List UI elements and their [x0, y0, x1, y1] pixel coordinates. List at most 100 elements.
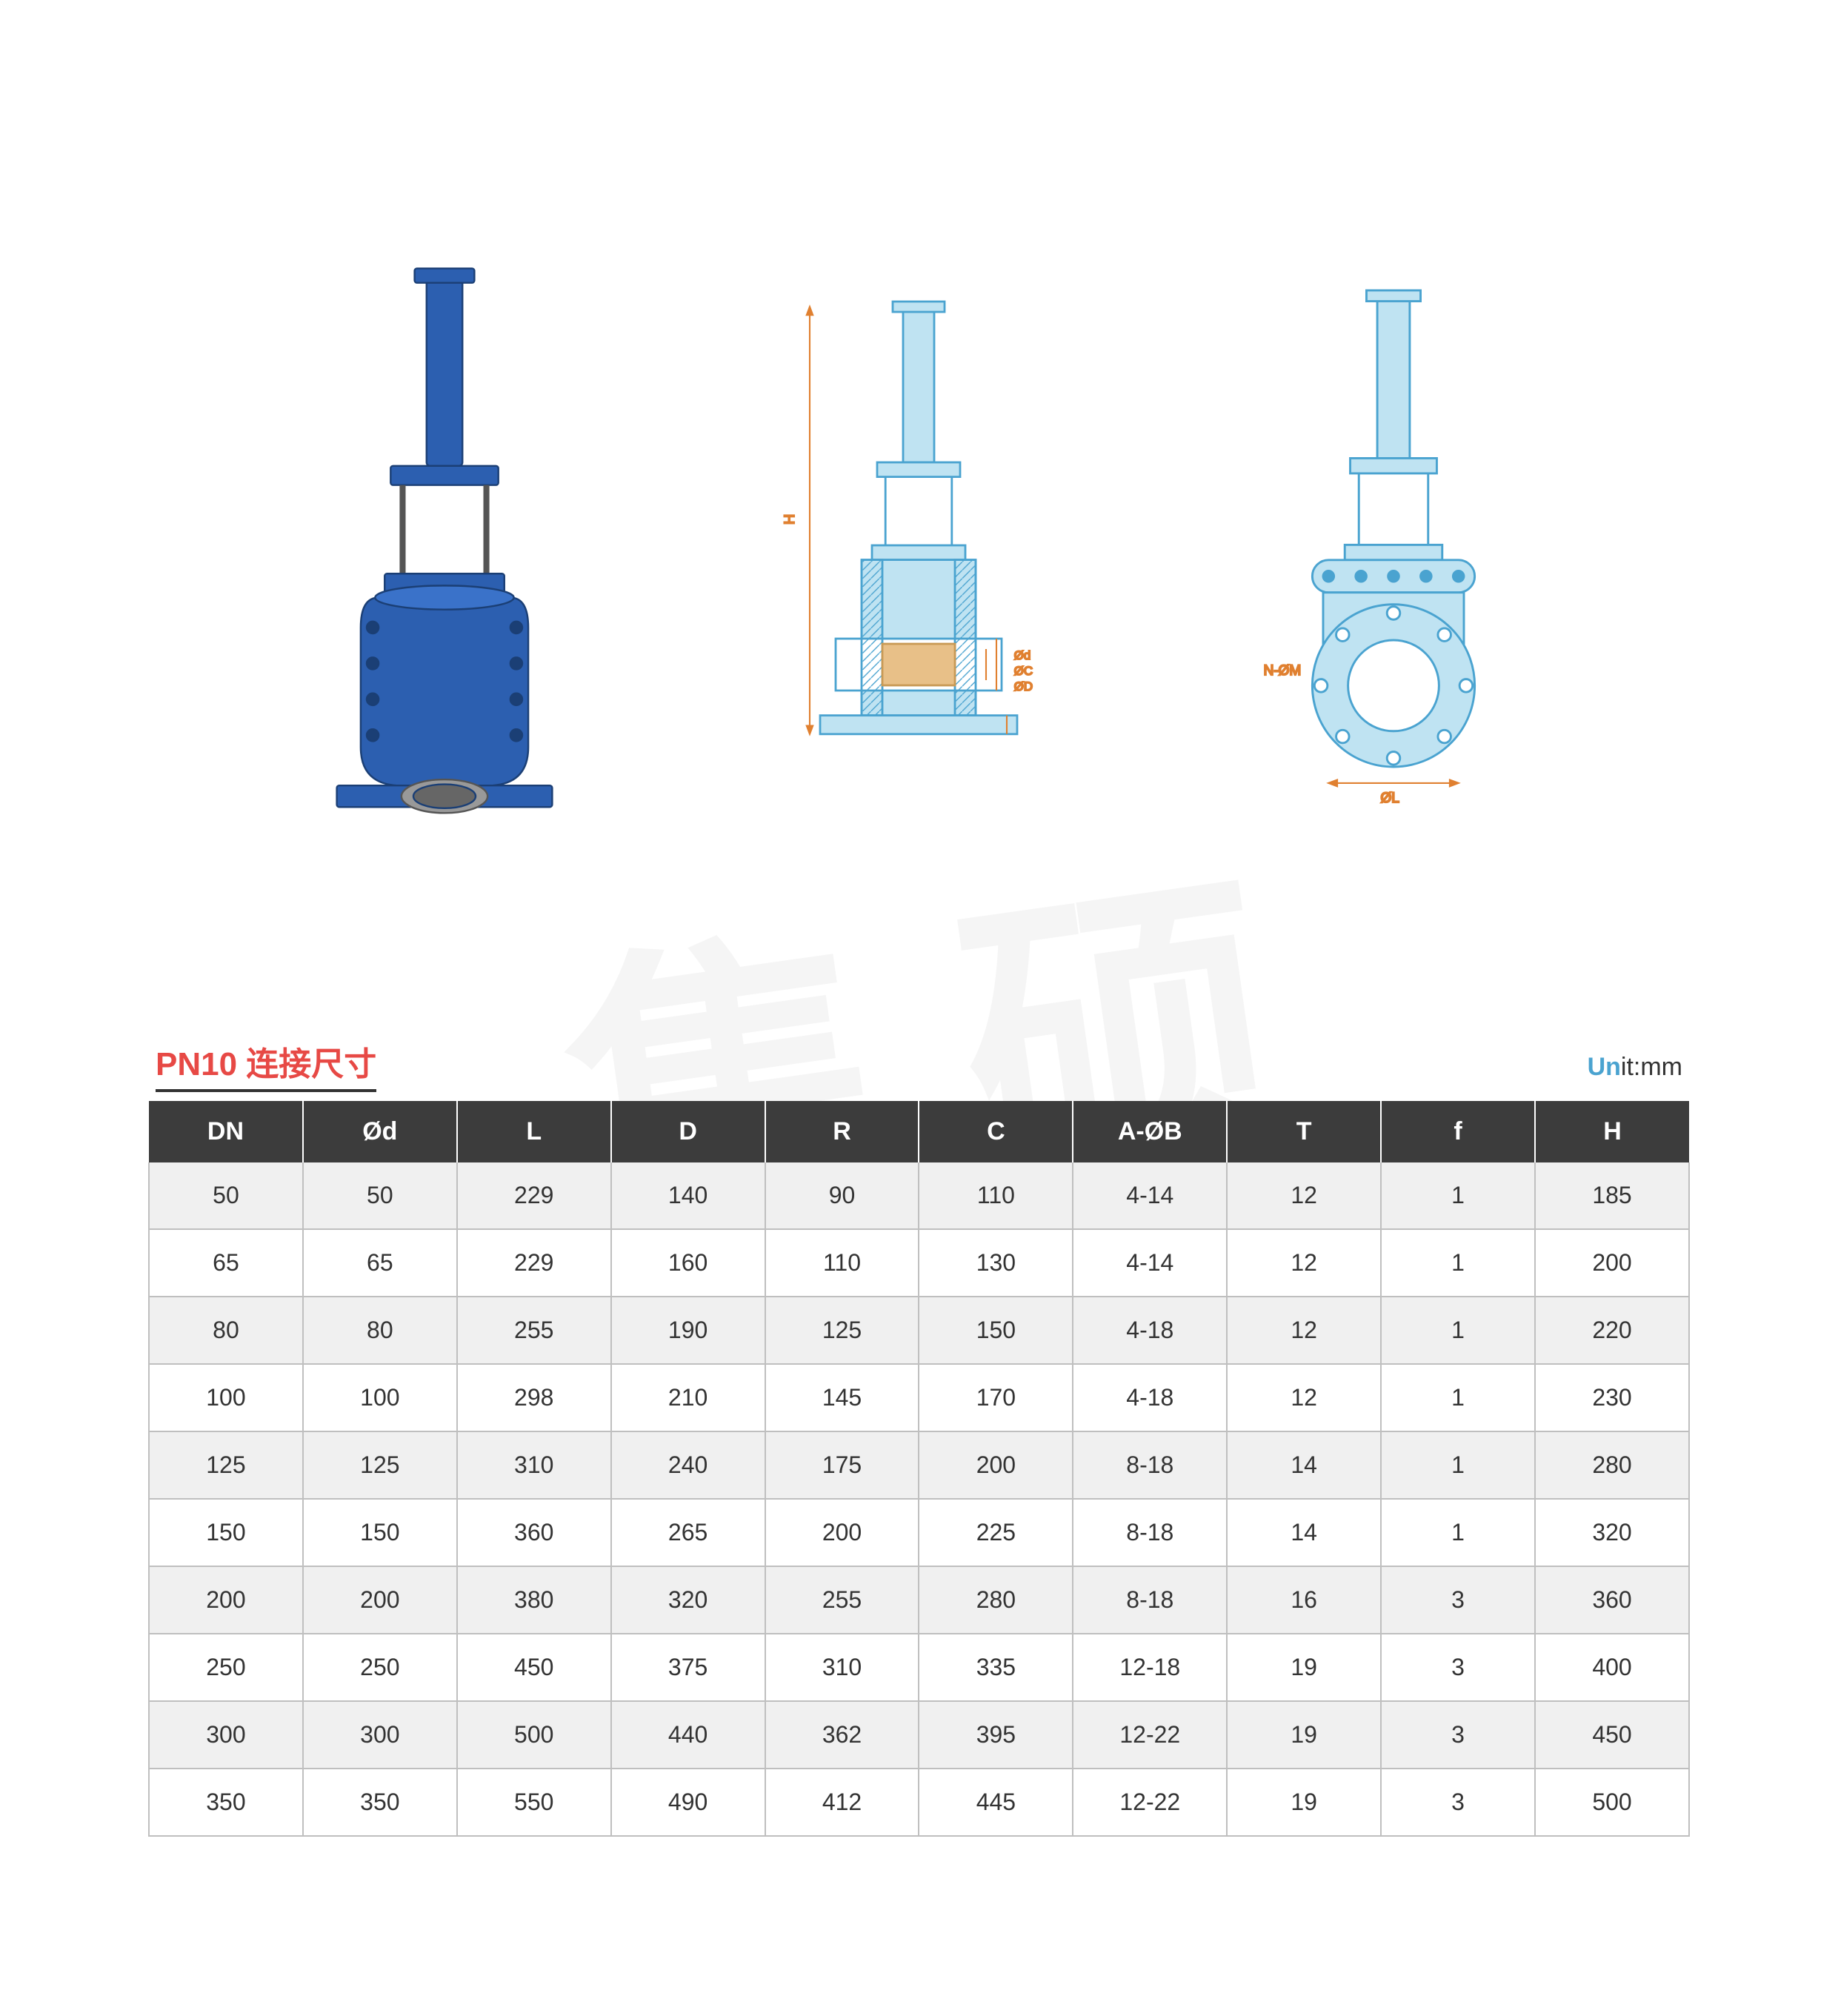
table-cell: 65: [149, 1229, 303, 1297]
table-cell: 310: [765, 1634, 919, 1701]
table-cell: 255: [765, 1566, 919, 1634]
table-row: 65652291601101304-14121200: [149, 1229, 1689, 1297]
unit-label: Unit:mm: [1588, 1053, 1682, 1082]
table-cell: 150: [149, 1499, 303, 1566]
table-row: 1001002982101451704-18121230: [149, 1364, 1689, 1431]
table-cell: 3: [1381, 1701, 1535, 1769]
table-cell: 12: [1227, 1162, 1381, 1229]
table-cell: 300: [149, 1701, 303, 1769]
table-cell: 100: [149, 1364, 303, 1431]
table-cell: 19: [1227, 1634, 1381, 1701]
table-cell: 1: [1381, 1499, 1535, 1566]
table-cell: 200: [919, 1431, 1073, 1499]
table-row: 1251253102401752008-18141280: [149, 1431, 1689, 1499]
table-cell: 1: [1381, 1431, 1535, 1499]
table-cell: 255: [457, 1297, 611, 1364]
table-cell: 4-14: [1073, 1162, 1227, 1229]
table-cell: 3: [1381, 1769, 1535, 1836]
table-cell: 500: [457, 1701, 611, 1769]
table-cell: 12-18: [1073, 1634, 1227, 1701]
table-col-header: A-ØB: [1073, 1101, 1227, 1162]
table-cell: 3: [1381, 1566, 1535, 1634]
dimensions-table: DNØdLDRCA-ØBTfH 5050229140901104-1412118…: [148, 1101, 1690, 1837]
table-cell: 12-22: [1073, 1769, 1227, 1836]
table-cell: 200: [765, 1499, 919, 1566]
table-cell: 8-18: [1073, 1566, 1227, 1634]
table-cell: 200: [149, 1566, 303, 1634]
table-cell: 229: [457, 1229, 611, 1297]
table-col-header: L: [457, 1101, 611, 1162]
svg-text:ØL: ØL: [1380, 791, 1399, 806]
table-cell: 14: [1227, 1431, 1381, 1499]
valve-side-view-drawing: N-ØM ØL: [1208, 222, 1579, 889]
table-cell: 240: [611, 1431, 765, 1499]
table-cell: 220: [1535, 1297, 1689, 1364]
table-cell: 19: [1227, 1769, 1381, 1836]
table-cell: 310: [457, 1431, 611, 1499]
table-cell: 12: [1227, 1364, 1381, 1431]
table-col-header: Ød: [303, 1101, 457, 1162]
table-cell: 412: [765, 1769, 919, 1836]
table-cell: 395: [919, 1701, 1073, 1769]
table-heading-row: PN10 连接尺寸 Unit:mm: [148, 1037, 1690, 1092]
table-cell: 200: [1535, 1229, 1689, 1297]
table-cell: 50: [149, 1162, 303, 1229]
table-row: 35035055049041244512-22193500: [149, 1769, 1689, 1836]
table-cell: 1: [1381, 1229, 1535, 1297]
table-cell: 362: [765, 1701, 919, 1769]
table-cell: 1: [1381, 1162, 1535, 1229]
svg-text:Ød: Ød: [1014, 648, 1030, 662]
table-cell: 265: [611, 1499, 765, 1566]
table-cell: 230: [1535, 1364, 1689, 1431]
table-col-header: C: [919, 1101, 1073, 1162]
table-col-header: T: [1227, 1101, 1381, 1162]
table-cell: 12-22: [1073, 1701, 1227, 1769]
svg-text:ØC: ØC: [1014, 664, 1033, 678]
table-cell: 229: [457, 1162, 611, 1229]
table-cell: 170: [919, 1364, 1073, 1431]
table-cell: 12: [1227, 1229, 1381, 1297]
table-cell: 160: [611, 1229, 765, 1297]
table-cell: 65: [303, 1229, 457, 1297]
unit-prefix: Un: [1588, 1053, 1621, 1081]
table-cell: 8-18: [1073, 1499, 1227, 1566]
table-cell: 125: [765, 1297, 919, 1364]
table-cell: 300: [303, 1701, 457, 1769]
diagram-row: H Ød ØC ØD: [148, 74, 1690, 889]
table-cell: 440: [611, 1701, 765, 1769]
table-row: 1501503602652002258-18141320: [149, 1499, 1689, 1566]
table-cell: 350: [149, 1769, 303, 1836]
table-cell: 200: [303, 1566, 457, 1634]
table-row: 30030050044036239512-22193450: [149, 1701, 1689, 1769]
svg-text:ØD: ØD: [1014, 679, 1033, 693]
table-cell: 4-14: [1073, 1229, 1227, 1297]
table-cell: 250: [149, 1634, 303, 1701]
table-cell: 140: [611, 1162, 765, 1229]
table-col-header: R: [765, 1101, 919, 1162]
table-cell: 150: [303, 1499, 457, 1566]
table-cell: 110: [765, 1229, 919, 1297]
table-cell: 12: [1227, 1297, 1381, 1364]
table-body: 5050229140901104-14121185656522916011013…: [149, 1162, 1689, 1836]
table-row: 5050229140901104-14121185: [149, 1162, 1689, 1229]
table-cell: 4-18: [1073, 1364, 1227, 1431]
table-cell: 185: [1535, 1162, 1689, 1229]
table-cell: 19: [1227, 1701, 1381, 1769]
table-cell: 335: [919, 1634, 1073, 1701]
table-cell: 380: [457, 1566, 611, 1634]
table-cell: 4-18: [1073, 1297, 1227, 1364]
table-cell: 80: [303, 1297, 457, 1364]
table-row: 80802551901251504-18121220: [149, 1297, 1689, 1364]
table-cell: 360: [1535, 1566, 1689, 1634]
table-cell: 190: [611, 1297, 765, 1364]
table-cell: 100: [303, 1364, 457, 1431]
table-cell: 210: [611, 1364, 765, 1431]
table-cell: 490: [611, 1769, 765, 1836]
table-cell: 14: [1227, 1499, 1381, 1566]
table-cell: 225: [919, 1499, 1073, 1566]
table-cell: 1: [1381, 1364, 1535, 1431]
table-col-header: H: [1535, 1101, 1689, 1162]
valve-3d-render: [259, 222, 630, 889]
svg-text:N-ØM: N-ØM: [1263, 663, 1301, 679]
table-cell: 550: [457, 1769, 611, 1836]
